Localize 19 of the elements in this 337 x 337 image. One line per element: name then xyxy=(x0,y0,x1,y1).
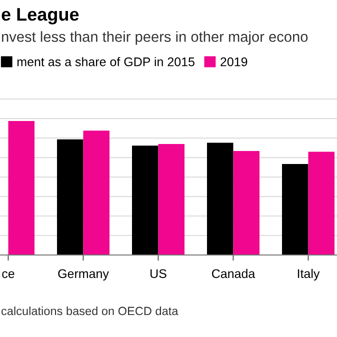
bar xyxy=(282,164,308,255)
chart-title: e League xyxy=(2,8,79,24)
legend-label: 2019 xyxy=(220,57,248,66)
x-tick-label: Germany xyxy=(58,269,109,281)
x-tick-label: US xyxy=(150,269,166,278)
x-tick-label: ce xyxy=(2,271,14,278)
bar xyxy=(207,142,234,255)
text: calculations based on OECD data xyxy=(2,306,178,316)
bar xyxy=(132,146,158,255)
bar xyxy=(233,151,260,255)
bar xyxy=(308,152,334,255)
bar xyxy=(83,130,110,255)
x-tick-label: Italy xyxy=(298,268,320,281)
chart-subtitle: nvest less than their peers in other major econo xyxy=(2,31,308,45)
x-tick-label: Canada xyxy=(212,268,256,278)
bar xyxy=(8,121,34,255)
bar xyxy=(57,139,84,255)
bar xyxy=(158,144,184,255)
legend-label: ment as a share of GDP in 2015 xyxy=(17,57,194,66)
